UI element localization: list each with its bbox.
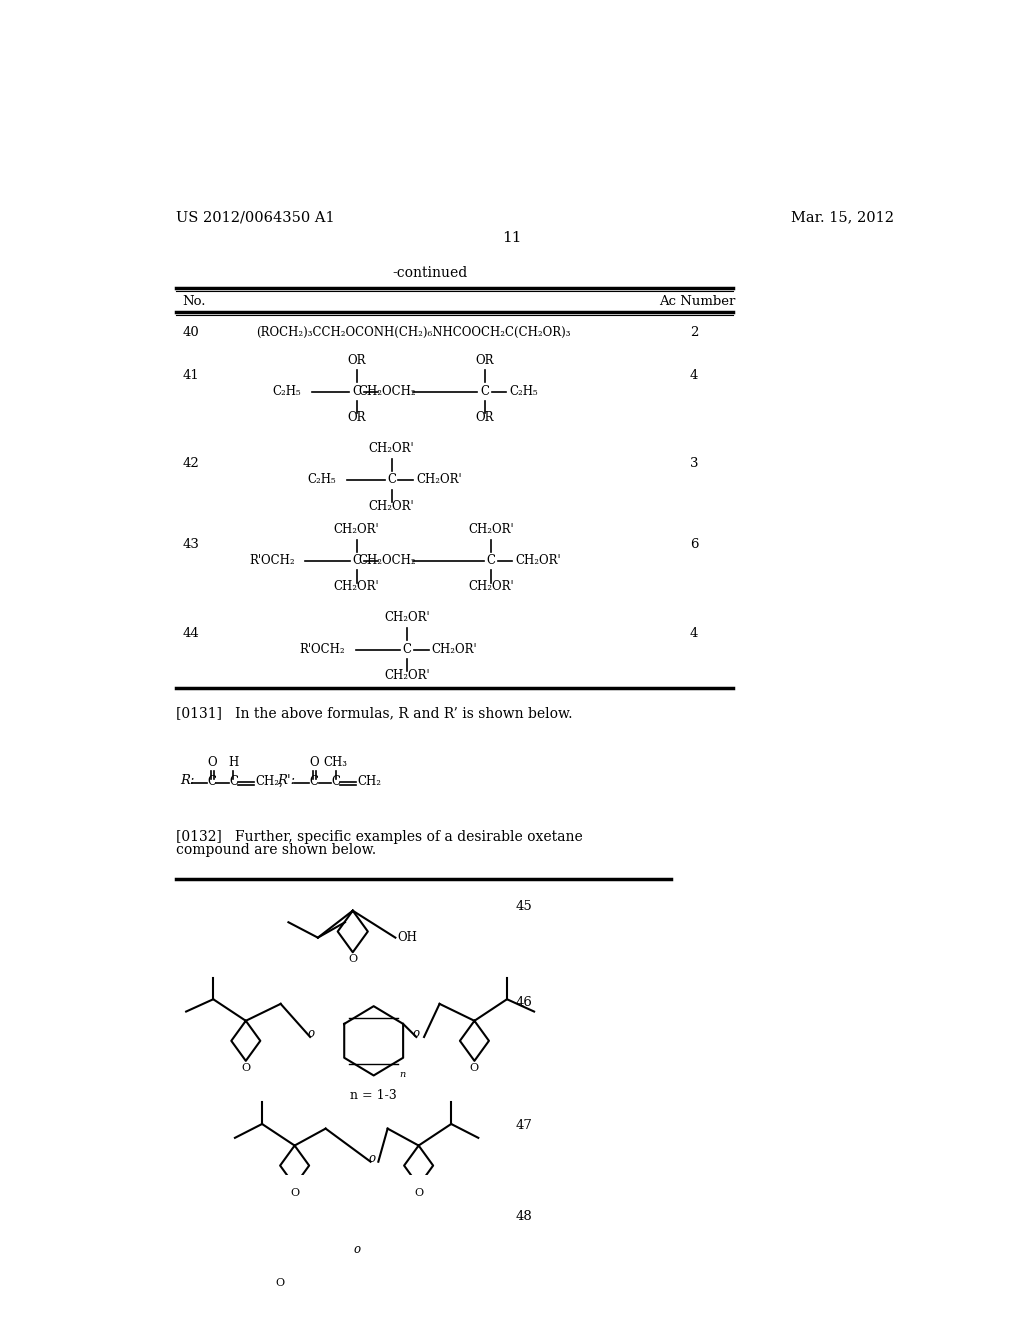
Text: 4: 4 [690, 627, 698, 640]
Text: O: O [207, 756, 216, 770]
Text: n: n [399, 1071, 406, 1078]
Text: compound are shown below.: compound are shown below. [176, 842, 376, 857]
Text: No.: No. [182, 294, 206, 308]
Text: 4: 4 [690, 368, 698, 381]
Text: C: C [352, 385, 361, 397]
Text: Ac Number: Ac Number [658, 294, 735, 308]
Text: [0131]   In the above formulas, R and R’ is shown below.: [0131] In the above formulas, R and R’ i… [176, 706, 572, 721]
Text: O: O [309, 756, 318, 770]
Text: (ROCH₂)₃CCH₂OCONH(CH₂)₆NHCOOCH₂C(CH₂OR)₃: (ROCH₂)₃CCH₂OCONH(CH₂)₆NHCOOCH₂C(CH₂OR)₃ [256, 326, 570, 338]
Text: O: O [275, 1279, 285, 1288]
Text: C: C [402, 643, 412, 656]
Text: -continued: -continued [392, 267, 468, 280]
Text: 45: 45 [515, 900, 532, 913]
Text: CH₂OR': CH₂OR' [334, 523, 380, 536]
Text: 48: 48 [515, 1210, 532, 1224]
Text: CH₂OR': CH₂OR' [468, 581, 513, 594]
Text: C: C [229, 775, 238, 788]
Text: CH₂OCH₂: CH₂OCH₂ [358, 385, 417, 397]
Text: C: C [486, 554, 496, 568]
Text: CH₂OR': CH₂OR' [369, 499, 415, 512]
Text: CH₂OR': CH₂OR' [384, 669, 430, 682]
Text: C: C [309, 775, 318, 788]
Text: O: O [470, 1063, 479, 1073]
Text: o: o [369, 1152, 376, 1164]
Text: 43: 43 [182, 539, 199, 550]
Text: R:: R: [180, 774, 196, 787]
Text: CH₂OR': CH₂OR' [515, 554, 561, 568]
Text: o: o [353, 1242, 360, 1255]
Text: CH₂OR': CH₂OR' [468, 523, 513, 536]
Text: CH₂OR': CH₂OR' [334, 581, 380, 594]
Text: 40: 40 [182, 326, 199, 338]
Text: OH: OH [397, 931, 417, 944]
Text: C₂H₅: C₂H₅ [509, 385, 538, 397]
Text: US 2012/0064350 A1: US 2012/0064350 A1 [176, 211, 335, 224]
Text: R':: R': [276, 774, 295, 787]
Text: OR: OR [475, 354, 494, 367]
Text: CH₂: CH₂ [357, 775, 381, 788]
Text: OR: OR [347, 354, 366, 367]
Text: C: C [480, 385, 489, 397]
Text: OR: OR [475, 411, 494, 424]
Text: C: C [387, 474, 396, 486]
Text: R'OCH₂: R'OCH₂ [299, 643, 345, 656]
Text: CH₂,: CH₂, [255, 775, 283, 788]
Text: 42: 42 [182, 457, 199, 470]
Text: o: o [308, 1027, 315, 1040]
Text: [0132]   Further, specific examples of a desirable oxetane: [0132] Further, specific examples of a d… [176, 830, 583, 843]
Text: 44: 44 [182, 627, 199, 640]
Text: 46: 46 [515, 997, 532, 1010]
Text: 3: 3 [690, 457, 698, 470]
Text: C: C [207, 775, 216, 788]
Text: C: C [352, 554, 361, 568]
Text: 11: 11 [502, 231, 521, 244]
Text: CH₂OR': CH₂OR' [432, 643, 477, 656]
Text: O: O [290, 1188, 299, 1197]
Text: C₂H₅: C₂H₅ [272, 385, 301, 397]
Text: CH₃: CH₃ [324, 756, 348, 770]
Text: 41: 41 [182, 368, 199, 381]
Text: o: o [413, 1027, 420, 1040]
Text: R'OCH₂: R'OCH₂ [249, 554, 295, 568]
Text: OR: OR [347, 411, 366, 424]
Text: H: H [228, 756, 239, 770]
Text: CH₂OCH₂: CH₂OCH₂ [358, 554, 417, 568]
Text: CH₂OR': CH₂OR' [417, 474, 462, 486]
Text: O: O [414, 1188, 423, 1197]
Text: CH₂OR': CH₂OR' [384, 611, 430, 624]
Text: 47: 47 [515, 1119, 532, 1133]
Text: O: O [348, 954, 357, 965]
Text: Mar. 15, 2012: Mar. 15, 2012 [791, 211, 894, 224]
Text: CH₂OR': CH₂OR' [369, 442, 415, 455]
Text: n = 1-3: n = 1-3 [350, 1089, 397, 1102]
Text: 6: 6 [690, 539, 698, 550]
Text: C₂H₅: C₂H₅ [307, 474, 336, 486]
Text: O: O [242, 1063, 250, 1073]
Text: C: C [331, 775, 340, 788]
Text: 2: 2 [690, 326, 698, 338]
